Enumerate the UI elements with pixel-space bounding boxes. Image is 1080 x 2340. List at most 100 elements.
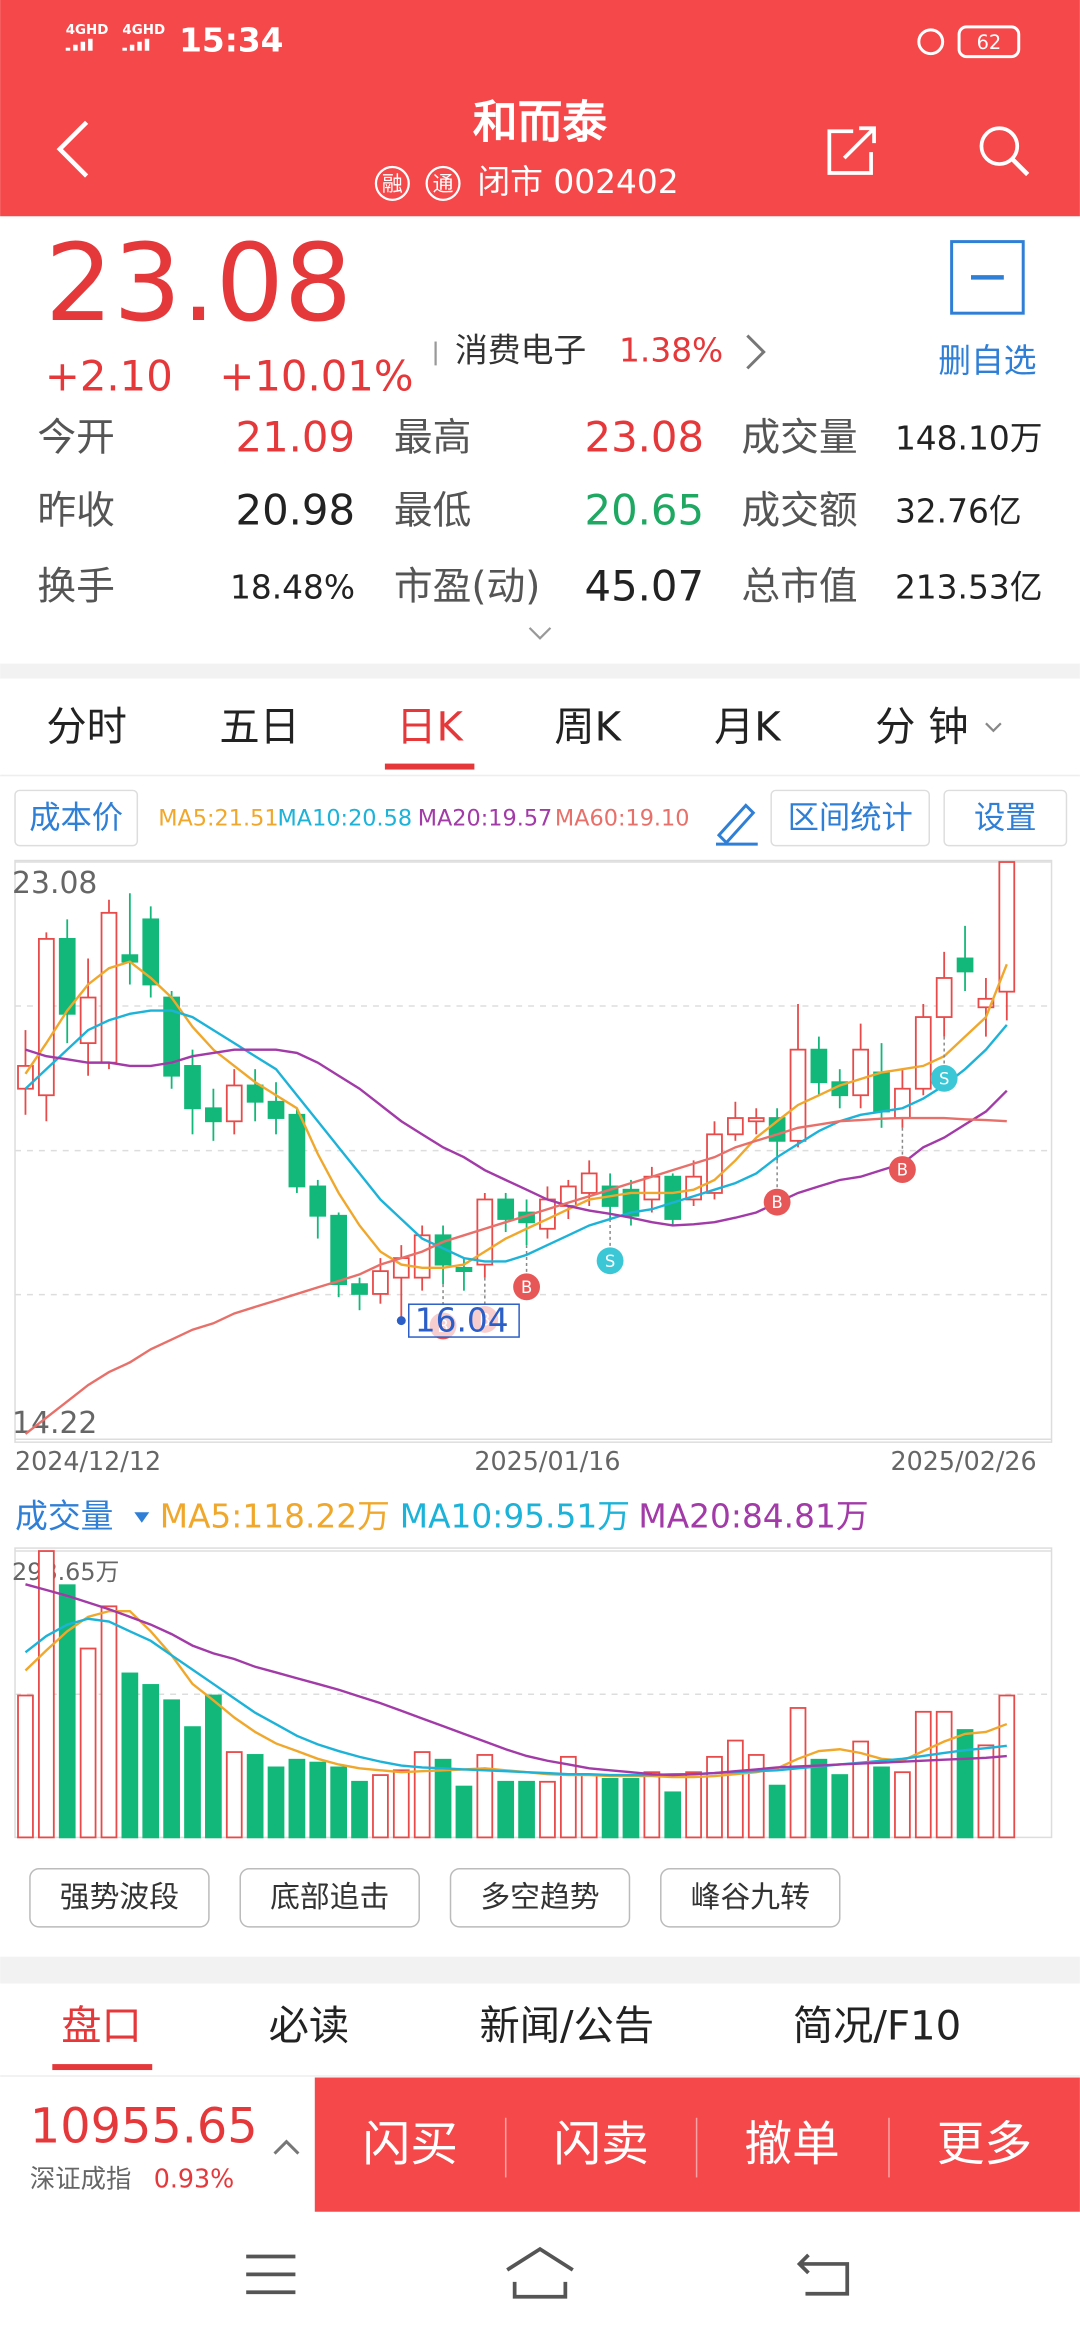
index-expand[interactable] (273, 2139, 300, 2155)
tool-button[interactable] (239, 1867, 420, 1928)
stock-name: 和而泰 (473, 95, 607, 148)
volume-bar (559, 1755, 577, 1839)
volume-bar (455, 1785, 473, 1839)
stat-value: 20.98 (236, 486, 356, 535)
period-tab[interactable]: 分时 (46, 704, 127, 750)
volume-bar (706, 1755, 723, 1839)
candle-body (706, 1133, 723, 1194)
detail-tab[interactable]: 必读 (269, 2003, 350, 2049)
sector: 消费电子 (455, 331, 586, 369)
volume-ma-legend: MA20:84.81万 (638, 1498, 868, 1536)
volume-bar (747, 1754, 765, 1839)
candle-body (288, 1113, 306, 1188)
home-button[interactable] (506, 2246, 574, 2299)
volume-bar (351, 1780, 368, 1839)
tool-label[interactable]: 峰谷九转 (691, 1880, 810, 1915)
sector-chevron[interactable] (746, 334, 766, 370)
stat-value: 148.10万 (895, 419, 1043, 457)
search-button[interactable] (979, 126, 1020, 166)
volume-bar (246, 1754, 264, 1839)
stat-value: 213.53亿 (895, 569, 1043, 607)
period-tab[interactable]: 月K (714, 704, 782, 750)
index-value: 10955.65 (30, 2100, 258, 2155)
signal-bar (144, 38, 150, 51)
x-tick-label: 2025/02/26 (891, 1446, 1037, 1476)
stat-label: 总市值 (741, 565, 857, 610)
detail-tab[interactable]: 新闻/公告 (480, 2003, 655, 2049)
candle-body (685, 1175, 702, 1201)
tool-button[interactable] (449, 1867, 631, 1928)
period-tab[interactable]: 分 钟 (875, 704, 968, 750)
section-gap (0, 1956, 1080, 1984)
network-label: 4GHD (66, 23, 109, 38)
detail-tab[interactable]: 简况/F10 (793, 2003, 961, 2049)
signal-bar (122, 47, 127, 51)
tool-label[interactable]: 强势波段 (60, 1880, 179, 1915)
candle-body (100, 911, 118, 1064)
expand-chevron[interactable] (528, 627, 552, 640)
range-button[interactable] (770, 789, 931, 847)
draw-icon[interactable] (715, 803, 758, 846)
period-tab[interactable]: 周K (554, 704, 622, 750)
candle-body (852, 1048, 870, 1097)
signal-label: B (521, 1278, 532, 1297)
tab-underline (384, 763, 475, 770)
candle-body (810, 1048, 828, 1084)
range-label[interactable]: 区间统计 (788, 800, 913, 836)
badge: 融 (382, 172, 403, 196)
share-button[interactable] (827, 126, 876, 175)
candle-body (79, 996, 97, 1045)
signal-marker (930, 1064, 958, 1092)
header-bg (0, 0, 1080, 217)
period-tab[interactable]: 日K (396, 704, 464, 750)
back-nav-button[interactable] (796, 2253, 850, 2296)
period-tab[interactable]: 五日 (219, 704, 300, 750)
trade-button[interactable]: 闪卖 (553, 2118, 648, 2173)
tool-button[interactable] (660, 1867, 841, 1928)
cost-button[interactable] (14, 789, 139, 847)
stat-label: 成交量 (741, 415, 857, 460)
volume-bar (998, 1694, 1016, 1839)
candle-body (727, 1117, 744, 1136)
volume-bar (100, 1605, 118, 1839)
volume-bar (392, 1769, 410, 1839)
trade-button[interactable]: 更多 (937, 2118, 1032, 2173)
candle-body (789, 1048, 807, 1142)
tool-button[interactable] (29, 1867, 210, 1928)
index-name: 深证成指 (30, 2163, 131, 2193)
section-gap (0, 663, 1080, 679)
x-tick-label: 2025/01/16 (474, 1446, 620, 1476)
candle-body (747, 1117, 765, 1123)
back-button[interactable] (56, 120, 89, 178)
alarm-icon (917, 28, 945, 56)
volume-bar (330, 1766, 348, 1839)
volume-title[interactable]: 成交量 (15, 1498, 113, 1536)
trade-button[interactable]: 闪买 (363, 2118, 458, 2173)
volume-bar (497, 1780, 515, 1839)
tool-label[interactable]: 多空趋势 (480, 1880, 599, 1915)
volume-bar (434, 1758, 452, 1839)
tool-label[interactable]: 底部追击 (270, 1880, 389, 1915)
low-box (408, 1303, 520, 1338)
settings-label[interactable]: 设置 (974, 800, 1037, 836)
watch-button[interactable] (950, 240, 1025, 315)
stat-label: 换手 (37, 565, 115, 610)
watch-label[interactable]: 删自选 (938, 342, 1036, 380)
ma-line (25, 1048, 1008, 1227)
stat-value: 20.65 (585, 486, 705, 535)
candle-body (894, 1087, 911, 1119)
cost-label[interactable]: 成本价 (29, 800, 123, 836)
trade-button[interactable]: 撤单 (744, 2118, 839, 2173)
market-status: 闭市 002402 (477, 163, 678, 201)
detail-tab[interactable]: 盘口 (61, 2003, 142, 2049)
signal-bar (80, 41, 86, 51)
candle-body (664, 1175, 682, 1220)
price: 23.08 (45, 221, 352, 346)
volume-bar (476, 1754, 494, 1839)
stat-label: 最高 (394, 415, 472, 460)
candle-body (455, 1266, 473, 1273)
volume-bar (17, 1694, 34, 1839)
stat-value: 23.08 (585, 412, 705, 461)
settings-button[interactable] (943, 789, 1068, 847)
volume-bar (267, 1766, 285, 1839)
